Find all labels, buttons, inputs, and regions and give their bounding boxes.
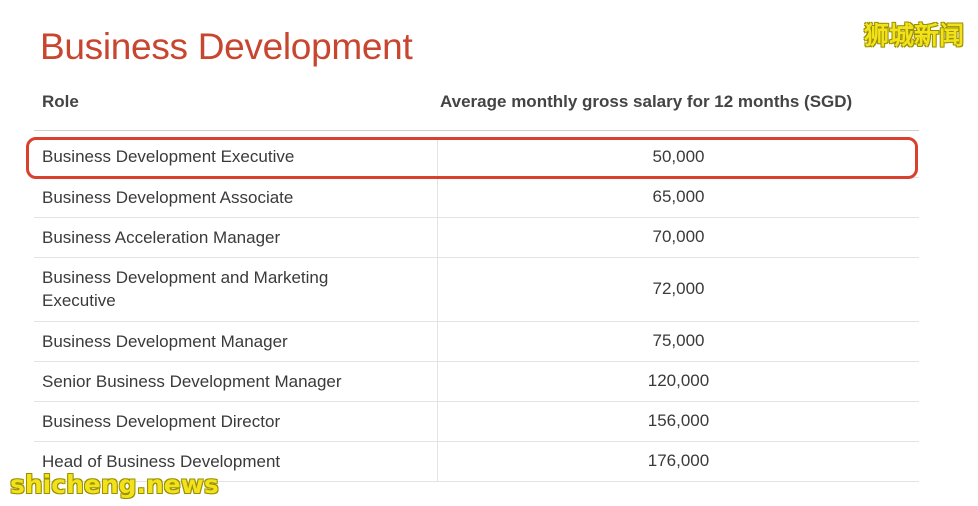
role-cell: Business Development Executive xyxy=(34,137,438,178)
table-row: Business Acceleration Manager 70,000 xyxy=(34,217,919,258)
salary-cell: 50,000 xyxy=(437,137,919,178)
table-row: Senior Business Development Manager 120,… xyxy=(34,361,919,402)
salary-table: Business Development Executive 50,000 Bu… xyxy=(34,137,919,482)
column-header-role: Role xyxy=(42,92,79,111)
salary-cell: 120,000 xyxy=(437,361,919,402)
salary-cell: 156,000 xyxy=(437,401,919,442)
role-cell: Business Acceleration Manager xyxy=(34,217,438,258)
role-cell: Business Development Associate xyxy=(34,177,438,218)
salary-cell: 72,000 xyxy=(437,257,919,322)
salary-cell: 70,000 xyxy=(437,217,919,258)
salary-cell: 176,000 xyxy=(437,441,919,482)
table-row: Business Development Manager 75,000 xyxy=(34,321,919,362)
salary-cell: 65,000 xyxy=(437,177,919,218)
role-cell: Business Development Manager xyxy=(34,321,438,362)
table-row: Business Development Executive 50,000 xyxy=(34,137,919,178)
watermark-top: 狮城新闻 xyxy=(863,21,964,50)
table-row: Business Development Associate 65,000 xyxy=(34,177,919,218)
table-row: Business Development Director 156,000 xyxy=(34,401,919,442)
role-cell: Business Development Director xyxy=(34,401,438,442)
role-cell: Senior Business Development Manager xyxy=(34,361,438,402)
table-header: Role Average monthly gross salary for 12… xyxy=(0,92,978,116)
page-title: Business Development xyxy=(40,26,413,67)
salary-cell: 75,000 xyxy=(437,321,919,362)
column-header-salary: Average monthly gross salary for 12 mont… xyxy=(440,92,853,111)
role-cell: Head of Business Development xyxy=(34,441,438,482)
role-text: Business Development and Marketing Execu… xyxy=(42,268,329,310)
table-row: Head of Business Development 176,000 xyxy=(34,441,919,482)
table-row: Business Development and Marketing Execu… xyxy=(34,257,919,322)
watermark-bottom: shicheng.news xyxy=(10,470,219,499)
role-cell: Business Development and Marketing Execu… xyxy=(34,257,438,322)
header-divider xyxy=(34,130,919,131)
